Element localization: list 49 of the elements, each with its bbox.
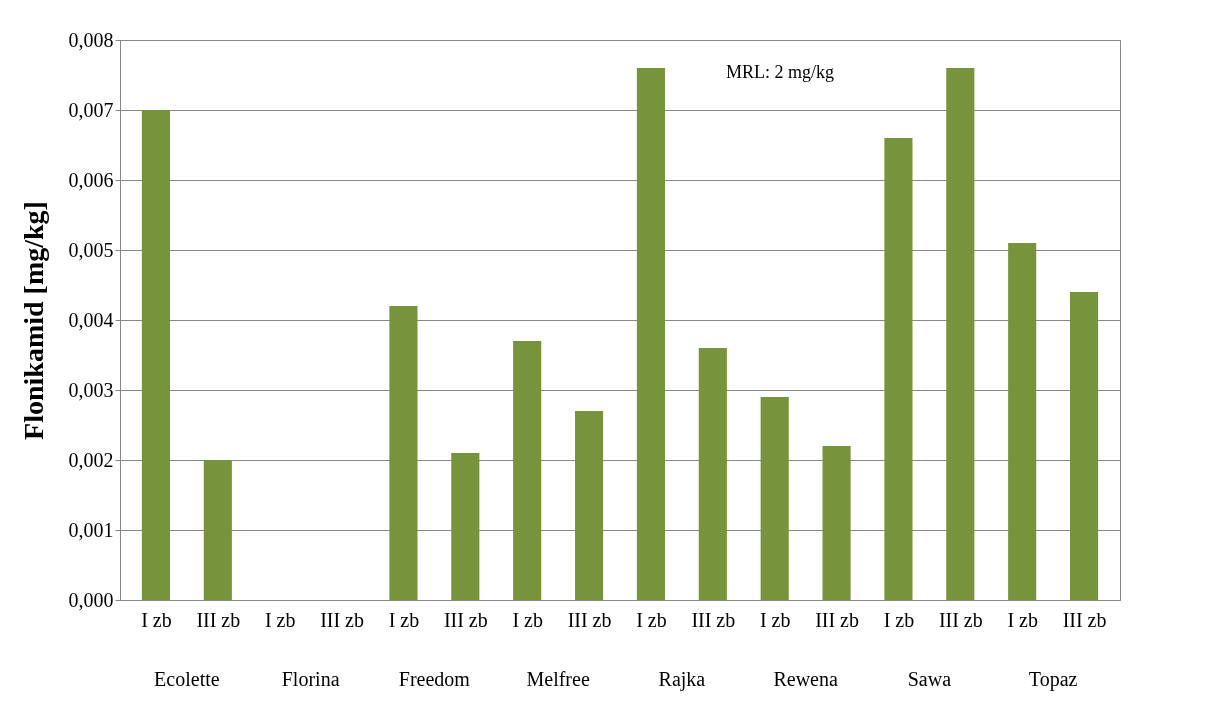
x-tick-label: I zb <box>264 608 296 631</box>
y-tick-label: 0,007 <box>68 98 114 121</box>
text: Rewena <box>773 668 838 690</box>
x-tick-label: I zb <box>883 608 915 631</box>
x-tick-label: III zb <box>1062 608 1107 631</box>
y-tick-label: 0,002 <box>68 448 114 471</box>
y-tick-label: 0,004 <box>68 308 114 331</box>
x-tick-label: III zb <box>938 608 983 631</box>
x-tick-label: I zb <box>759 608 791 631</box>
x-tick-label: I zb <box>636 608 667 631</box>
y-tick-label: 0,008 <box>68 28 114 51</box>
bar <box>575 411 604 600</box>
annotation: MRL: 2 mg/kg <box>725 61 835 82</box>
x-tick-label: III zb <box>196 608 241 631</box>
text: Ecolette <box>154 668 220 690</box>
text: Topaz <box>1028 668 1078 691</box>
y-tick-label: 0,001 <box>68 518 114 541</box>
text: Melfree <box>526 668 590 690</box>
x-tick-label: I zb <box>141 608 172 631</box>
bar <box>513 341 542 600</box>
text: Sawa <box>907 668 952 690</box>
y-tick-label: 0,006 <box>68 168 114 191</box>
x-tick-label: III zb <box>691 608 736 631</box>
bar <box>636 68 665 600</box>
y-tick-label: 0,005 <box>68 238 114 261</box>
bar <box>141 110 170 600</box>
bar <box>451 453 480 600</box>
text: Florina <box>281 668 340 690</box>
bar <box>203 460 232 600</box>
y-tick-label: 0,000 <box>68 588 114 611</box>
bar <box>1008 243 1037 600</box>
bar <box>698 348 727 600</box>
y-axis-title: Flonikamid [mg/kg] <box>17 201 49 440</box>
x-tick-label: I zb <box>388 608 420 631</box>
x-tick-label: III zb <box>567 608 612 631</box>
x-tick-label: III zb <box>320 608 364 631</box>
text: Freedom <box>398 668 471 690</box>
y-tick-label: 0,003 <box>68 378 114 401</box>
bar <box>946 68 975 600</box>
x-tick-label: III zb <box>443 608 488 631</box>
bar <box>389 306 418 600</box>
x-tick-label: III zb <box>815 608 859 631</box>
x-tick-label: I zb <box>1007 608 1038 631</box>
bar <box>884 138 913 600</box>
bar <box>822 446 851 600</box>
bar <box>1070 292 1099 600</box>
text: Rajka <box>658 668 706 691</box>
bar <box>760 397 789 600</box>
x-tick-label: I zb <box>512 608 543 631</box>
